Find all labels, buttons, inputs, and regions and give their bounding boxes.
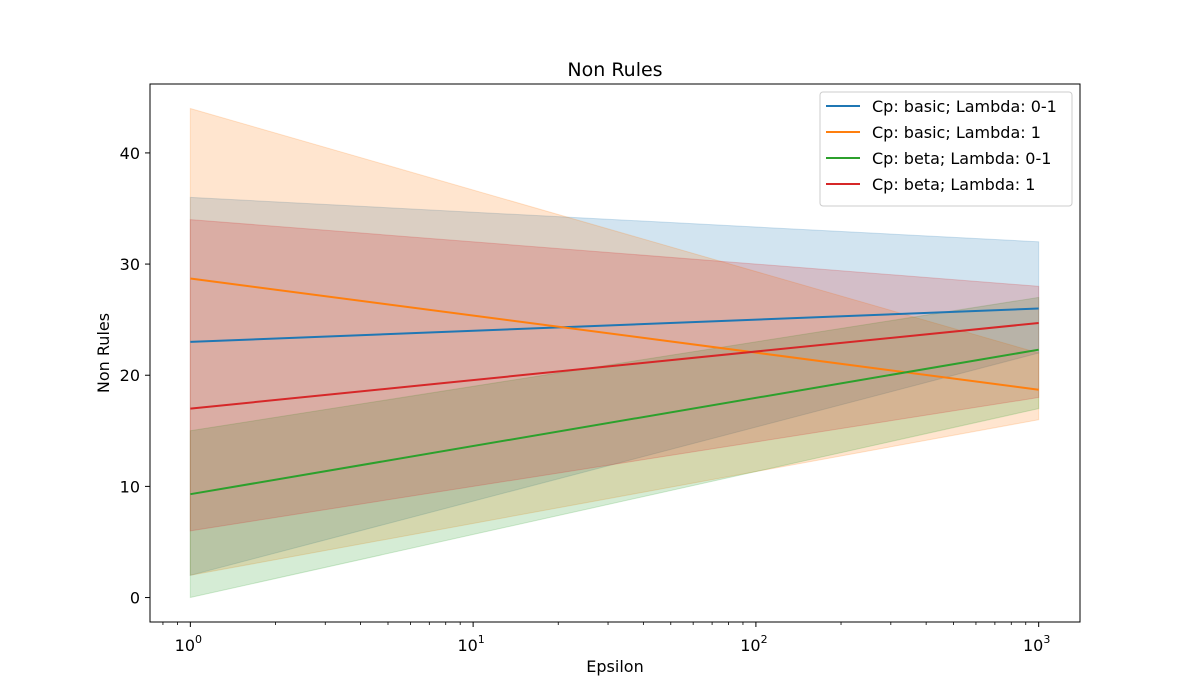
x-axis-label: Epsilon — [586, 657, 643, 676]
legend-box — [819, 91, 1073, 207]
chart-title: Non Rules — [567, 59, 662, 81]
series-line-2 — [190, 277, 1039, 391]
series-line-3 — [190, 348, 1039, 496]
legend-label-4: Cp: beta; Lambda: 1 — [872, 175, 1035, 194]
legend-label-1: Cp: basic; Lambda: 0-1 — [872, 97, 1057, 116]
plot-area-frame — [149, 83, 1081, 623]
y-axis-label: Non Rules — [94, 313, 113, 393]
confidence-band-3 — [189, 296, 1040, 599]
legend-label-2: Cp: basic; Lambda: 1 — [872, 123, 1041, 142]
y-tick-label: 0 — [130, 589, 140, 608]
series-line-4 — [190, 322, 1039, 410]
y-tick-label: 20 — [120, 366, 140, 385]
y-tick-label: 40 — [120, 144, 140, 163]
legend-label-3: Cp: beta; Lambda: 0-1 — [872, 149, 1051, 168]
y-tick-label: 30 — [120, 255, 140, 274]
confidence-band-1 — [189, 196, 1040, 576]
y-tick-label: 10 — [120, 477, 140, 496]
series-lines — [190, 277, 1039, 496]
y-axis: 0 10 20 30 40 — [120, 144, 150, 608]
confidence-band-4 — [189, 219, 1040, 532]
series-line-1 — [190, 307, 1039, 343]
legend: Cp: basic; Lambda: 0-1 Cp: basic; Lambda:… — [819, 91, 1073, 207]
